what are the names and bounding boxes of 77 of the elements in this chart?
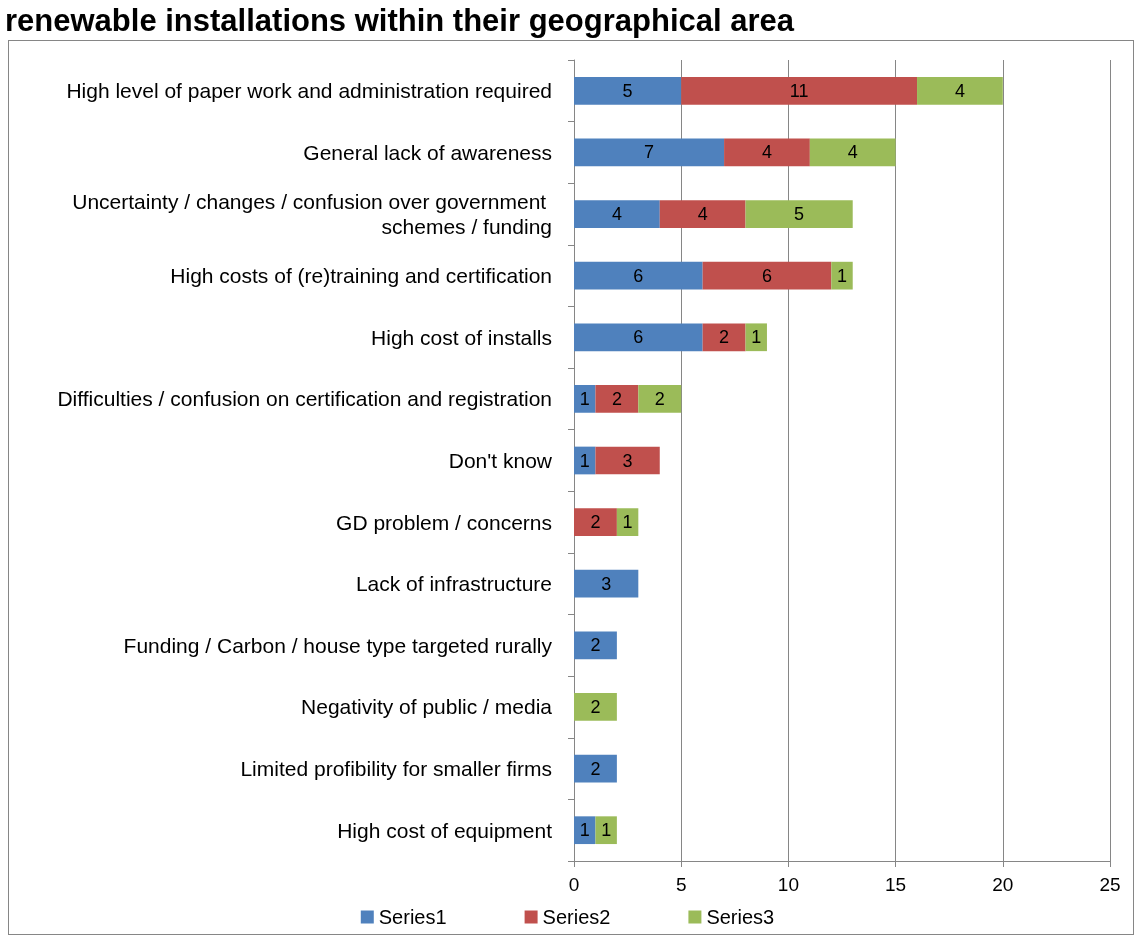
bar [831,261,853,290]
bar [638,385,682,413]
y-tick-label: High cost of installs [371,325,552,349]
y-tick-label: Lack of infrastructure [355,572,552,596]
y-tick-label: High costs of (re)training and certification [170,264,552,288]
bar [595,385,639,413]
bar [574,693,617,721]
x-tick-label: 5 [675,874,687,895]
bar [809,138,896,167]
y-tick-label: Negativity of public / media [301,695,553,719]
bar [595,446,660,475]
bar [574,200,660,228]
data-label: 4 [697,204,708,225]
chart-title: renewable installations within their geographical area [5,3,795,38]
data-label: 1 [751,327,762,348]
y-tick-label: General lack of awareness [303,140,552,164]
y-tick-label: High cost of equipment [337,818,553,842]
data-label: 1 [836,265,848,286]
bar [702,261,832,290]
data-label: 1 [579,820,590,841]
x-tick-label: 20 [992,874,1014,895]
x-tick-label: 10 [777,874,799,895]
data-label: 3 [601,573,612,594]
data-label: 4 [954,80,965,101]
data-label: 1 [579,388,590,409]
y-tick-label: Funding / Carbon / house type targeted rurally [123,633,553,657]
data-label: 2 [654,388,665,409]
bar [574,508,617,536]
data-label: 7 [644,142,655,163]
legend-label: Series3 [706,906,775,928]
bar [574,385,596,413]
bar [595,816,617,845]
data-label: 2 [590,635,601,656]
y-tick-label: Don't know [448,449,553,472]
y-tick-label: Difficulties / confusion on certification and registration [57,387,552,411]
y-tick-label: GD problem / concerns [336,510,552,534]
bar [659,200,746,228]
bar [616,508,639,536]
bar [574,569,639,598]
data-label: 2 [719,327,730,348]
data-label: 2 [611,388,622,409]
x-tick-label: 25 [1099,874,1121,895]
x-tick-label: 15 [885,874,907,895]
bar [574,76,682,105]
legend-label: Series1 [378,906,447,928]
data-label: 4 [761,142,772,163]
bar [574,631,617,660]
x-tick-label: 0 [568,874,580,895]
data-label: 5 [794,204,805,225]
data-label: 5 [622,80,633,101]
data-label: 2 [590,696,601,717]
data-label: 11 [789,80,809,101]
data-label: 1 [579,450,590,471]
data-label: 2 [590,758,601,779]
legend-label: Series2 [542,906,611,928]
bar [681,76,918,105]
data-label: 6 [633,265,644,286]
bar [574,816,596,845]
bar [702,323,746,352]
bar [724,138,810,167]
bar [574,261,703,290]
data-label: 4 [847,142,858,163]
data-label: 6 [761,265,772,286]
bar [745,200,853,228]
data-label: 6 [633,327,644,348]
y-tick-label: High level of paper work and administration required [66,79,552,103]
data-label: 2 [590,512,601,533]
bar [574,754,617,783]
data-label: 1 [601,820,612,841]
bar [917,76,1003,105]
bar [574,138,725,167]
data-label: 3 [622,450,633,471]
y-tick-label: Limited profibility for smaller firms [240,757,552,781]
data-label: 1 [622,512,633,533]
bar [574,323,703,352]
y-tick-label: Uncertainty / changes / confusion over government schemes / funding [72,190,552,239]
data-label: 4 [611,204,622,225]
